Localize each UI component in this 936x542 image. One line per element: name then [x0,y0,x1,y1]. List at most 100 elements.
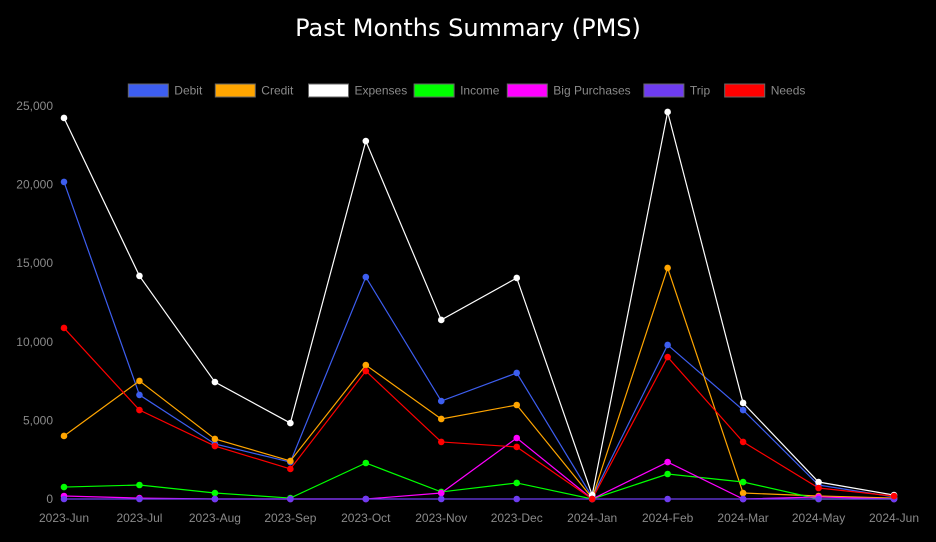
data-point [287,495,294,503]
y-tick-label: 0 [46,492,53,506]
legend-label: Needs [771,84,806,98]
data-point [136,495,143,503]
y-tick-label: 25,000 [16,99,53,113]
data-point [136,377,143,385]
x-tick-label: 2024-Mar [717,511,768,525]
x-tick-label: 2024-Jan [567,511,617,525]
x-tick-label: 2024-Feb [642,511,694,525]
data-point [513,443,521,451]
data-point [664,458,671,466]
legend-swatch [127,83,169,98]
data-point [664,341,671,349]
data-point [60,178,68,186]
data-point [60,495,68,503]
data-point [287,465,294,473]
legend-swatch [724,83,766,98]
data-point [664,264,671,272]
data-point [136,406,143,414]
series-line-needs [63,327,895,500]
data-point [513,401,521,409]
data-point [739,438,747,446]
data-point [362,137,370,145]
legend-item-big-purchases[interactable]: Big Purchases [506,83,631,98]
data-point [513,369,521,377]
legend-label: Expenses [355,84,408,98]
legend-label: Big Purchases [553,84,630,98]
data-point [664,470,671,478]
data-point [136,481,143,489]
x-tick-label: 2023-Jul [116,511,162,525]
data-point [815,478,822,486]
data-point [739,495,747,503]
legend-swatch [308,83,349,98]
y-tick-label: 10,000 [16,335,53,349]
legend-item-debit[interactable]: Debit [127,83,203,98]
data-point [513,274,521,282]
data-point [136,391,143,399]
x-tick-label: 2023-Dec [491,511,543,525]
data-point [362,459,370,467]
data-point [211,435,219,443]
data-point [664,353,671,361]
legend-label: Trip [690,84,711,98]
legend-item-expenses[interactable]: Expenses [308,83,408,98]
x-tick-label: 2024-May [792,511,845,525]
data-point [815,484,822,492]
data-point [362,361,370,369]
data-point [890,492,898,500]
data-point [362,367,370,375]
series-line-credit [63,266,895,500]
data-point [739,489,747,497]
chart-title: Past Months Summary (PMS) [295,14,641,42]
series-line-income [63,462,894,500]
data-point [437,397,445,405]
y-tick-label: 15,000 [16,256,53,270]
legend-swatch [506,83,548,98]
legend-item-credit[interactable]: Credit [214,83,294,98]
y-tick-label: 20,000 [16,178,53,192]
y-tick-label: 5,000 [23,413,53,427]
series-line-expenses [63,111,895,498]
legend-swatch [643,83,685,98]
data-point [437,495,445,503]
x-tick-label: 2023-Oct [341,511,391,525]
data-point [513,495,521,503]
data-point [211,489,219,497]
legend-label: Credit [261,84,294,98]
data-point [60,483,68,491]
data-point [739,406,747,414]
x-tick-label: 2023-Jun [39,511,89,525]
data-point [815,495,822,503]
data-point [60,432,68,440]
data-point [664,495,671,503]
data-point [664,108,671,116]
data-point [437,438,445,446]
data-point [211,442,219,450]
data-point [437,415,445,423]
legend-swatch [413,83,455,98]
data-point [739,399,747,407]
data-point [287,457,294,465]
legend-item-needs[interactable]: Needs [724,83,806,98]
legend-item-trip[interactable]: Trip [643,83,711,98]
data-point [211,495,219,503]
data-point [513,434,521,442]
data-point [362,273,370,281]
legend-label: Debit [174,84,203,98]
data-point [287,419,294,427]
x-tick-label: 2023-Aug [189,511,241,525]
legend-swatch [214,83,256,98]
data-point [211,378,219,386]
data-point [513,479,521,487]
data-point [739,478,747,486]
data-point [437,489,445,497]
data-point [136,272,143,280]
data-point [437,316,445,324]
legend-item-income[interactable]: Income [413,83,500,98]
legend-label: Income [460,84,500,98]
x-tick-label: 2024-Jun [869,511,919,525]
data-point [60,324,68,332]
x-tick-label: 2023-Nov [415,511,467,525]
x-tick-label: 2023-Sep [264,511,316,525]
